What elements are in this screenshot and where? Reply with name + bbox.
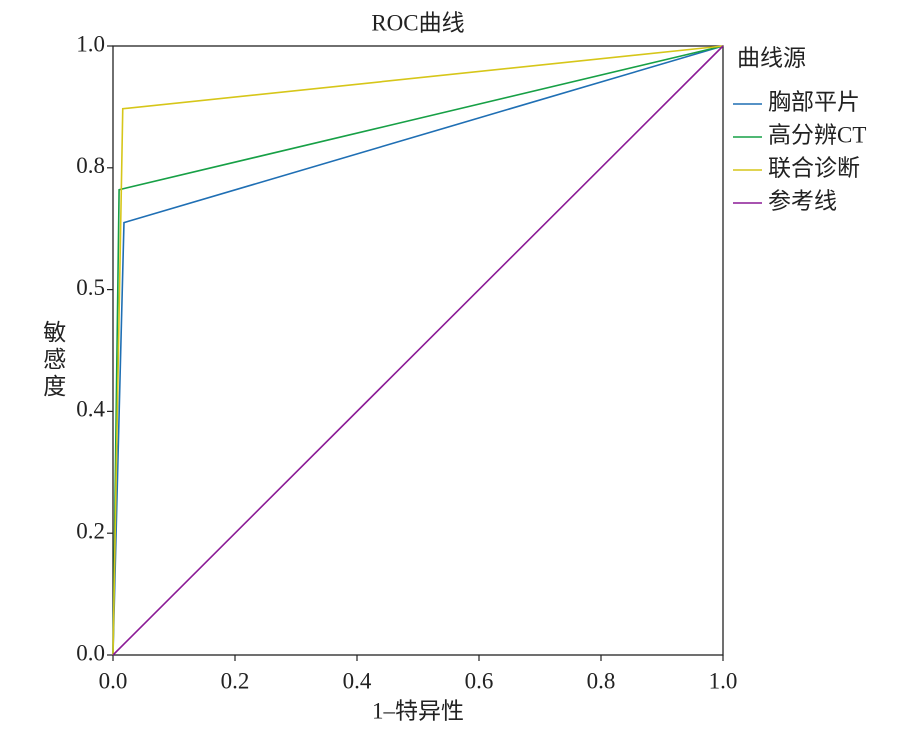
- legend-label: 高分辨CT: [768, 122, 866, 147]
- legend-title: 曲线源: [737, 45, 806, 70]
- y-tick-label: 0.2: [76, 518, 105, 543]
- y-tick-label: 0.0: [76, 640, 105, 665]
- x-tick-label: 0.2: [221, 668, 250, 693]
- chart-title: ROC曲线: [371, 10, 464, 35]
- legend-label: 参考线: [768, 188, 837, 213]
- y-tick-label: 0.8: [76, 153, 105, 178]
- roc-line: [112, 45, 724, 656]
- plot-frame: [112, 45, 724, 656]
- y-tick-label: 0.5: [76, 275, 105, 300]
- x-tick-label: 0.6: [465, 668, 494, 693]
- legend-label: 联合诊断: [768, 155, 860, 180]
- roc-line: [112, 45, 724, 656]
- legend-label: 胸部平片: [768, 89, 860, 114]
- roc-line: [112, 45, 724, 656]
- x-axis-label: 1–特异性: [372, 698, 464, 723]
- x-tick-label: 0.4: [343, 668, 372, 693]
- x-tick-label: 1.0: [709, 668, 738, 693]
- y-tick-label: 0.4: [76, 397, 105, 422]
- y-axis-label: 敏感度: [40, 320, 67, 401]
- y-tick-label: 1.0: [76, 31, 105, 56]
- x-tick-label: 0.8: [587, 668, 616, 693]
- x-tick-label: 0.0: [99, 668, 128, 693]
